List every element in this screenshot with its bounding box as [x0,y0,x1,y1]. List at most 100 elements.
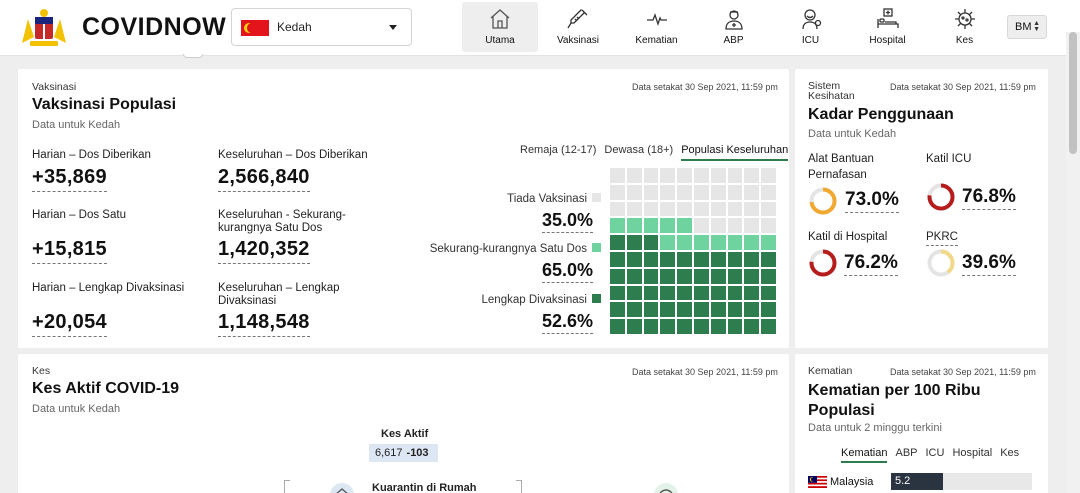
waffle-cell-partial [744,235,760,250]
card-title: Kadar Penggunaan [808,106,954,123]
death-bar-value: 5.2 [895,475,911,487]
waffle-cell-full [744,302,760,318]
stat-value-daily-full[interactable]: +20,054 [32,311,107,337]
gauge-label-hospital: Katil di Hospital [808,231,888,243]
waffle-cell-none [761,218,776,234]
waffle-cell-none [610,168,625,183]
waffle-cell-full [610,252,625,267]
card-subtitle: Data untuk 2 minggu terkini [808,422,942,434]
language-select[interactable]: BM ▲ ▼ [1007,15,1047,39]
brand-title[interactable]: COVIDNOW [82,13,227,41]
waffle-cell-none [727,184,743,200]
stat-value-total-doses[interactable]: 2,566,840 [218,166,310,192]
waffle-cell-none [744,168,760,183]
active-cases-label: Kes Aktif [381,428,429,440]
nav-item-abp[interactable]: ABP [695,2,772,52]
tab-populasi-keseluruhan[interactable]: Populasi Keseluruhan [681,144,789,161]
tab-abp[interactable]: ABP [895,447,918,459]
home-icon [490,9,510,29]
legend-partial-percent: 65.0% [542,260,594,283]
data-timestamp: Data setakat 30 Sep 2021, 11:59 pm [632,367,778,377]
gauge-value-ventilator[interactable]: 73.0% [845,189,899,213]
gauge-value-icu[interactable]: 76.8% [962,186,1016,210]
nav-item-vaksinasi[interactable]: Vaksinasi [538,2,618,52]
active-cases-box[interactable]: 6,617 -103 [369,444,438,462]
gauge-value-hospital[interactable]: 76.2% [844,252,898,276]
waffle-cell-full [761,268,776,284]
nav-item-kes[interactable]: Kes [926,2,1003,52]
card-kicker: Kes [32,365,51,377]
active-cases-value: 6,617 [375,447,403,459]
waffle-cell-full [727,319,743,334]
gauge-arc [927,183,955,211]
waffle-cell-full [744,319,760,334]
legend-none: Tiada Vaksinasi [507,193,601,205]
stat-label-daily-first: Harian – Dos Satu [32,209,126,221]
page-scrollbar[interactable] [1066,32,1080,493]
waffle-cell-full [660,285,676,301]
waffle-cell-none [643,168,659,183]
waffle-cell-partial [694,235,709,250]
tree-bracket-right [516,480,522,493]
tab-kes[interactable]: Kes [1000,447,1020,459]
tab-dewasa[interactable]: Dewasa (18+) [604,144,674,156]
gauge-pkrc [927,249,955,277]
legend-full-label: Lengkap Divaksinasi [481,294,587,306]
gauge-value-pkrc[interactable]: 39.6% [962,252,1016,276]
waffle-cell-full [710,319,726,334]
waffle-cell-partial [677,218,692,234]
death-bar[interactable]: 5.2 [891,473,944,490]
waffle-cell-none [660,184,676,200]
hospital-bed-icon [876,8,899,28]
pulse-icon [646,13,667,27]
tab-remaja[interactable]: Remaja (12-17) [520,144,597,156]
nav-item-kematian[interactable]: Kematian [618,2,695,52]
legend-full: Lengkap Divaksinasi [482,294,601,306]
death-bar-track: 5.2 [891,473,1032,490]
waffle-cell-none [677,184,692,200]
waffle-cell-partial [660,218,676,234]
nav-label: ABP [723,35,744,46]
waffle-cell-none [761,184,776,200]
waffle-cell-full [744,285,760,301]
waffle-cell-full [610,319,625,334]
waffle-cell-none [626,201,642,217]
card-kicker: Kematian [808,365,853,377]
waffle-cell-full [626,235,642,250]
nav-item-utama[interactable]: Utama [462,2,538,52]
stat-value-daily-first[interactable]: +15,815 [32,238,107,264]
waffle-cell-partial [727,235,743,250]
tab-icu[interactable]: ICU [925,447,945,459]
waffle-cell-none [610,201,625,217]
stat-label-total-first: Keseluruhan - Sekurang-kurangnya Satu Do… [218,209,346,234]
nav-item-icu[interactable]: ICU [772,2,849,52]
scrollbar-thumb[interactable] [1069,32,1077,154]
gauge-label-ventilator: Alat Bantuan Pernafasan [808,153,874,181]
legend-swatch-partial [592,243,601,252]
waffle-cell-none [710,201,726,217]
state-dropdown[interactable]: Kedah [231,8,412,46]
coat-of-arms-logo[interactable] [18,7,70,49]
stat-value-total-first[interactable]: 1,420,352 [218,238,310,264]
waffle-cell-none [727,168,743,183]
gauge-label-pkrc[interactable]: PKRC [926,229,958,246]
stat-value-total-full[interactable]: 1,148,548 [218,311,310,337]
vaccination-card: Vaksinasi Vaksinasi Populasi Data untuk … [18,69,789,348]
waffle-cell-none [610,184,625,200]
stat-label-total-doses: Keseluruhan – Dos Diberikan [218,149,368,161]
data-timestamp: Data setakat 30 Sep 2021, 11:59 pm [632,82,778,92]
tab-hospital[interactable]: Hospital [952,447,993,459]
waffle-cell-full [660,302,676,318]
waffle-cell-full [727,285,743,301]
waffle-cell-full [710,285,726,301]
data-timestamp: Data setakat 30 Sep 2021, 11:59 pm [890,82,1036,92]
tab-kematian[interactable]: Kematian [841,447,888,463]
stat-value-daily-doses[interactable]: +35,869 [32,166,107,192]
nav-item-hospital[interactable]: Hospital [849,2,926,52]
syringe-icon [567,9,588,29]
waffle-cell-none [727,218,743,234]
legend-full-percent: 52.6% [542,311,594,334]
gauge-arc [809,187,837,215]
waffle-cell-full [677,268,692,284]
waffle-cell-none [744,201,760,217]
